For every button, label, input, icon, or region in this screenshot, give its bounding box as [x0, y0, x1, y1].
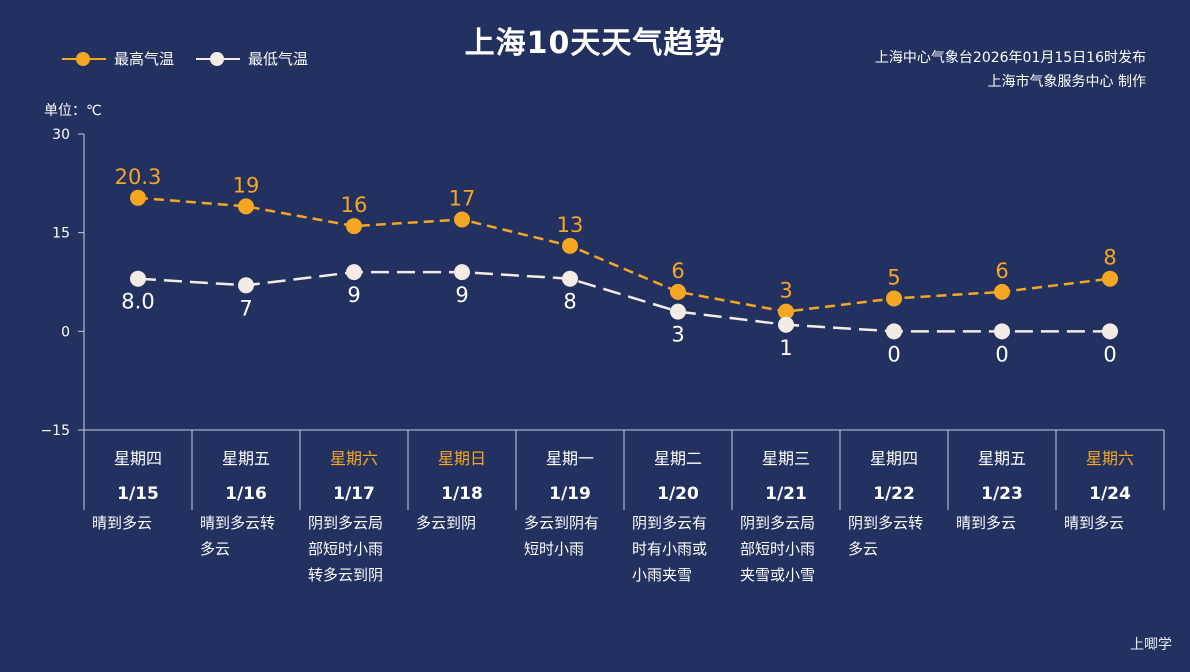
high-temp-point	[670, 283, 686, 300]
weekday-label: 星期六	[330, 449, 378, 468]
date-label: 1/18	[441, 484, 483, 504]
date-label: 1/20	[657, 484, 699, 504]
low-temp-label: 1	[779, 336, 792, 360]
date-label: 1/15	[117, 484, 159, 504]
legend-swatch-high	[62, 51, 106, 66]
y-tick-label: 15	[52, 226, 70, 242]
high-temp-point	[778, 303, 794, 320]
condition-text: 阴到多云有	[632, 514, 707, 532]
low-temp-label: 3	[671, 323, 684, 347]
low-temp-label: 0	[1103, 342, 1116, 366]
y-tick-label: −15	[40, 423, 70, 439]
condition-text: 短时小雨	[524, 540, 584, 558]
y-axis-unit: 单位：℃	[44, 103, 102, 119]
low-temp-label: 9	[455, 283, 468, 307]
condition-text: 多云	[200, 540, 230, 558]
condition-text: 部短时小雨	[308, 540, 383, 558]
chart-title: 上海10天天气趋势	[464, 26, 726, 61]
low-temp-point	[562, 270, 578, 287]
issuer-line-1: 上海中心气象台2026年01月15日16时发布	[874, 50, 1146, 66]
condition-text: 多云到阴	[416, 514, 476, 532]
weekday-label: 星期四	[870, 449, 918, 468]
high-temp-point	[562, 237, 578, 254]
low-temp-point	[130, 270, 146, 287]
low-temp-point	[346, 264, 362, 281]
high-temp-label: 20.3	[115, 165, 162, 189]
issuer-line-2: 上海市气象服务中心 制作	[987, 74, 1146, 90]
high-temp-label: 6	[995, 259, 1008, 283]
condition-text: 多云	[848, 540, 878, 558]
low-temp-point	[238, 277, 254, 294]
date-label: 1/22	[873, 484, 915, 504]
weekday-label: 星期六	[1086, 449, 1134, 468]
low-temp-label: 7	[239, 296, 252, 320]
high-temp-label: 3	[779, 279, 792, 303]
legend-swatch-low	[196, 51, 241, 66]
date-label: 1/17	[333, 484, 375, 504]
high-temp-point	[130, 189, 146, 206]
date-label: 1/16	[225, 484, 267, 504]
condition-text: 夹雪或小雪	[740, 566, 815, 584]
high-temp-point	[1102, 270, 1118, 287]
high-temp-label: 5	[887, 265, 900, 289]
date-label: 1/21	[765, 484, 807, 504]
condition-text: 多云到阴有	[524, 514, 599, 532]
condition-text: 转多云到阴	[308, 566, 383, 584]
high-temp-label: 13	[557, 213, 584, 237]
high-temp-label: 17	[449, 187, 476, 211]
high-temp-label: 16	[341, 193, 368, 217]
legend-label-high: 最高气温	[114, 50, 175, 68]
weekday-label: 星期三	[762, 449, 810, 468]
legend-label-low: 最低气温	[248, 50, 309, 68]
issuer-block: 上海中心气象台2026年01月15日16时发布 上海市气象服务中心 制作	[875, 46, 1146, 94]
low-temp-point	[670, 303, 686, 320]
high-temp-point	[886, 290, 902, 307]
condition-text: 晴到多云	[92, 514, 152, 532]
low-temp-label: 8	[563, 290, 576, 314]
low-temp-point	[886, 323, 902, 340]
high-temp-point	[454, 211, 470, 228]
condition-text: 晴到多云	[1064, 514, 1124, 532]
legend: 最高气温 最低气温	[62, 48, 308, 69]
condition-text: 时有小雨或	[632, 540, 707, 558]
weekday-label: 星期五	[222, 449, 270, 468]
watermark: 上唧学	[1130, 637, 1172, 653]
low-temp-label: 0	[995, 342, 1008, 366]
low-temp-point	[994, 323, 1010, 340]
low-temp-point	[778, 316, 794, 333]
condition-text: 小雨夹雪	[632, 566, 692, 584]
date-label: 1/19	[549, 484, 591, 504]
high-temp-label: 19	[233, 173, 260, 197]
condition-text: 阴到多云局	[740, 514, 815, 532]
high-temp-point	[238, 198, 254, 215]
high-temp-point	[994, 283, 1010, 300]
date-label: 1/23	[981, 484, 1023, 504]
low-temp-line	[137, 270, 1110, 333]
date-label: 1/24	[1089, 484, 1131, 504]
weekday-label: 星期二	[654, 449, 702, 468]
legend-item-low: 最低气温	[196, 48, 308, 69]
low-temp-point	[454, 264, 470, 281]
legend-item-high: 最高气温	[62, 48, 174, 69]
condition-text: 晴到多云	[956, 514, 1016, 532]
weekday-label: 星期日	[438, 449, 486, 468]
high-temp-point	[346, 218, 362, 235]
high-temp-label: 6	[671, 259, 684, 283]
y-tick-label: 0	[61, 324, 70, 340]
condition-text: 晴到多云转	[200, 514, 275, 532]
condition-text: 阴到多云转	[848, 514, 923, 532]
low-temp-label: 0	[887, 342, 900, 366]
high-temp-line	[137, 196, 1111, 313]
weekday-label: 星期一	[546, 449, 594, 468]
low-temp-point	[1102, 323, 1118, 340]
high-temp-label: 8	[1103, 246, 1116, 270]
weekday-label: 星期五	[978, 449, 1026, 468]
weekday-label: 星期四	[114, 449, 162, 468]
low-temp-label: 8.0	[121, 290, 154, 314]
y-tick-label: 30	[52, 127, 70, 143]
condition-text: 部短时小雨	[740, 540, 815, 558]
low-temp-label: 9	[347, 283, 360, 307]
condition-text: 阴到多云局	[308, 514, 383, 532]
